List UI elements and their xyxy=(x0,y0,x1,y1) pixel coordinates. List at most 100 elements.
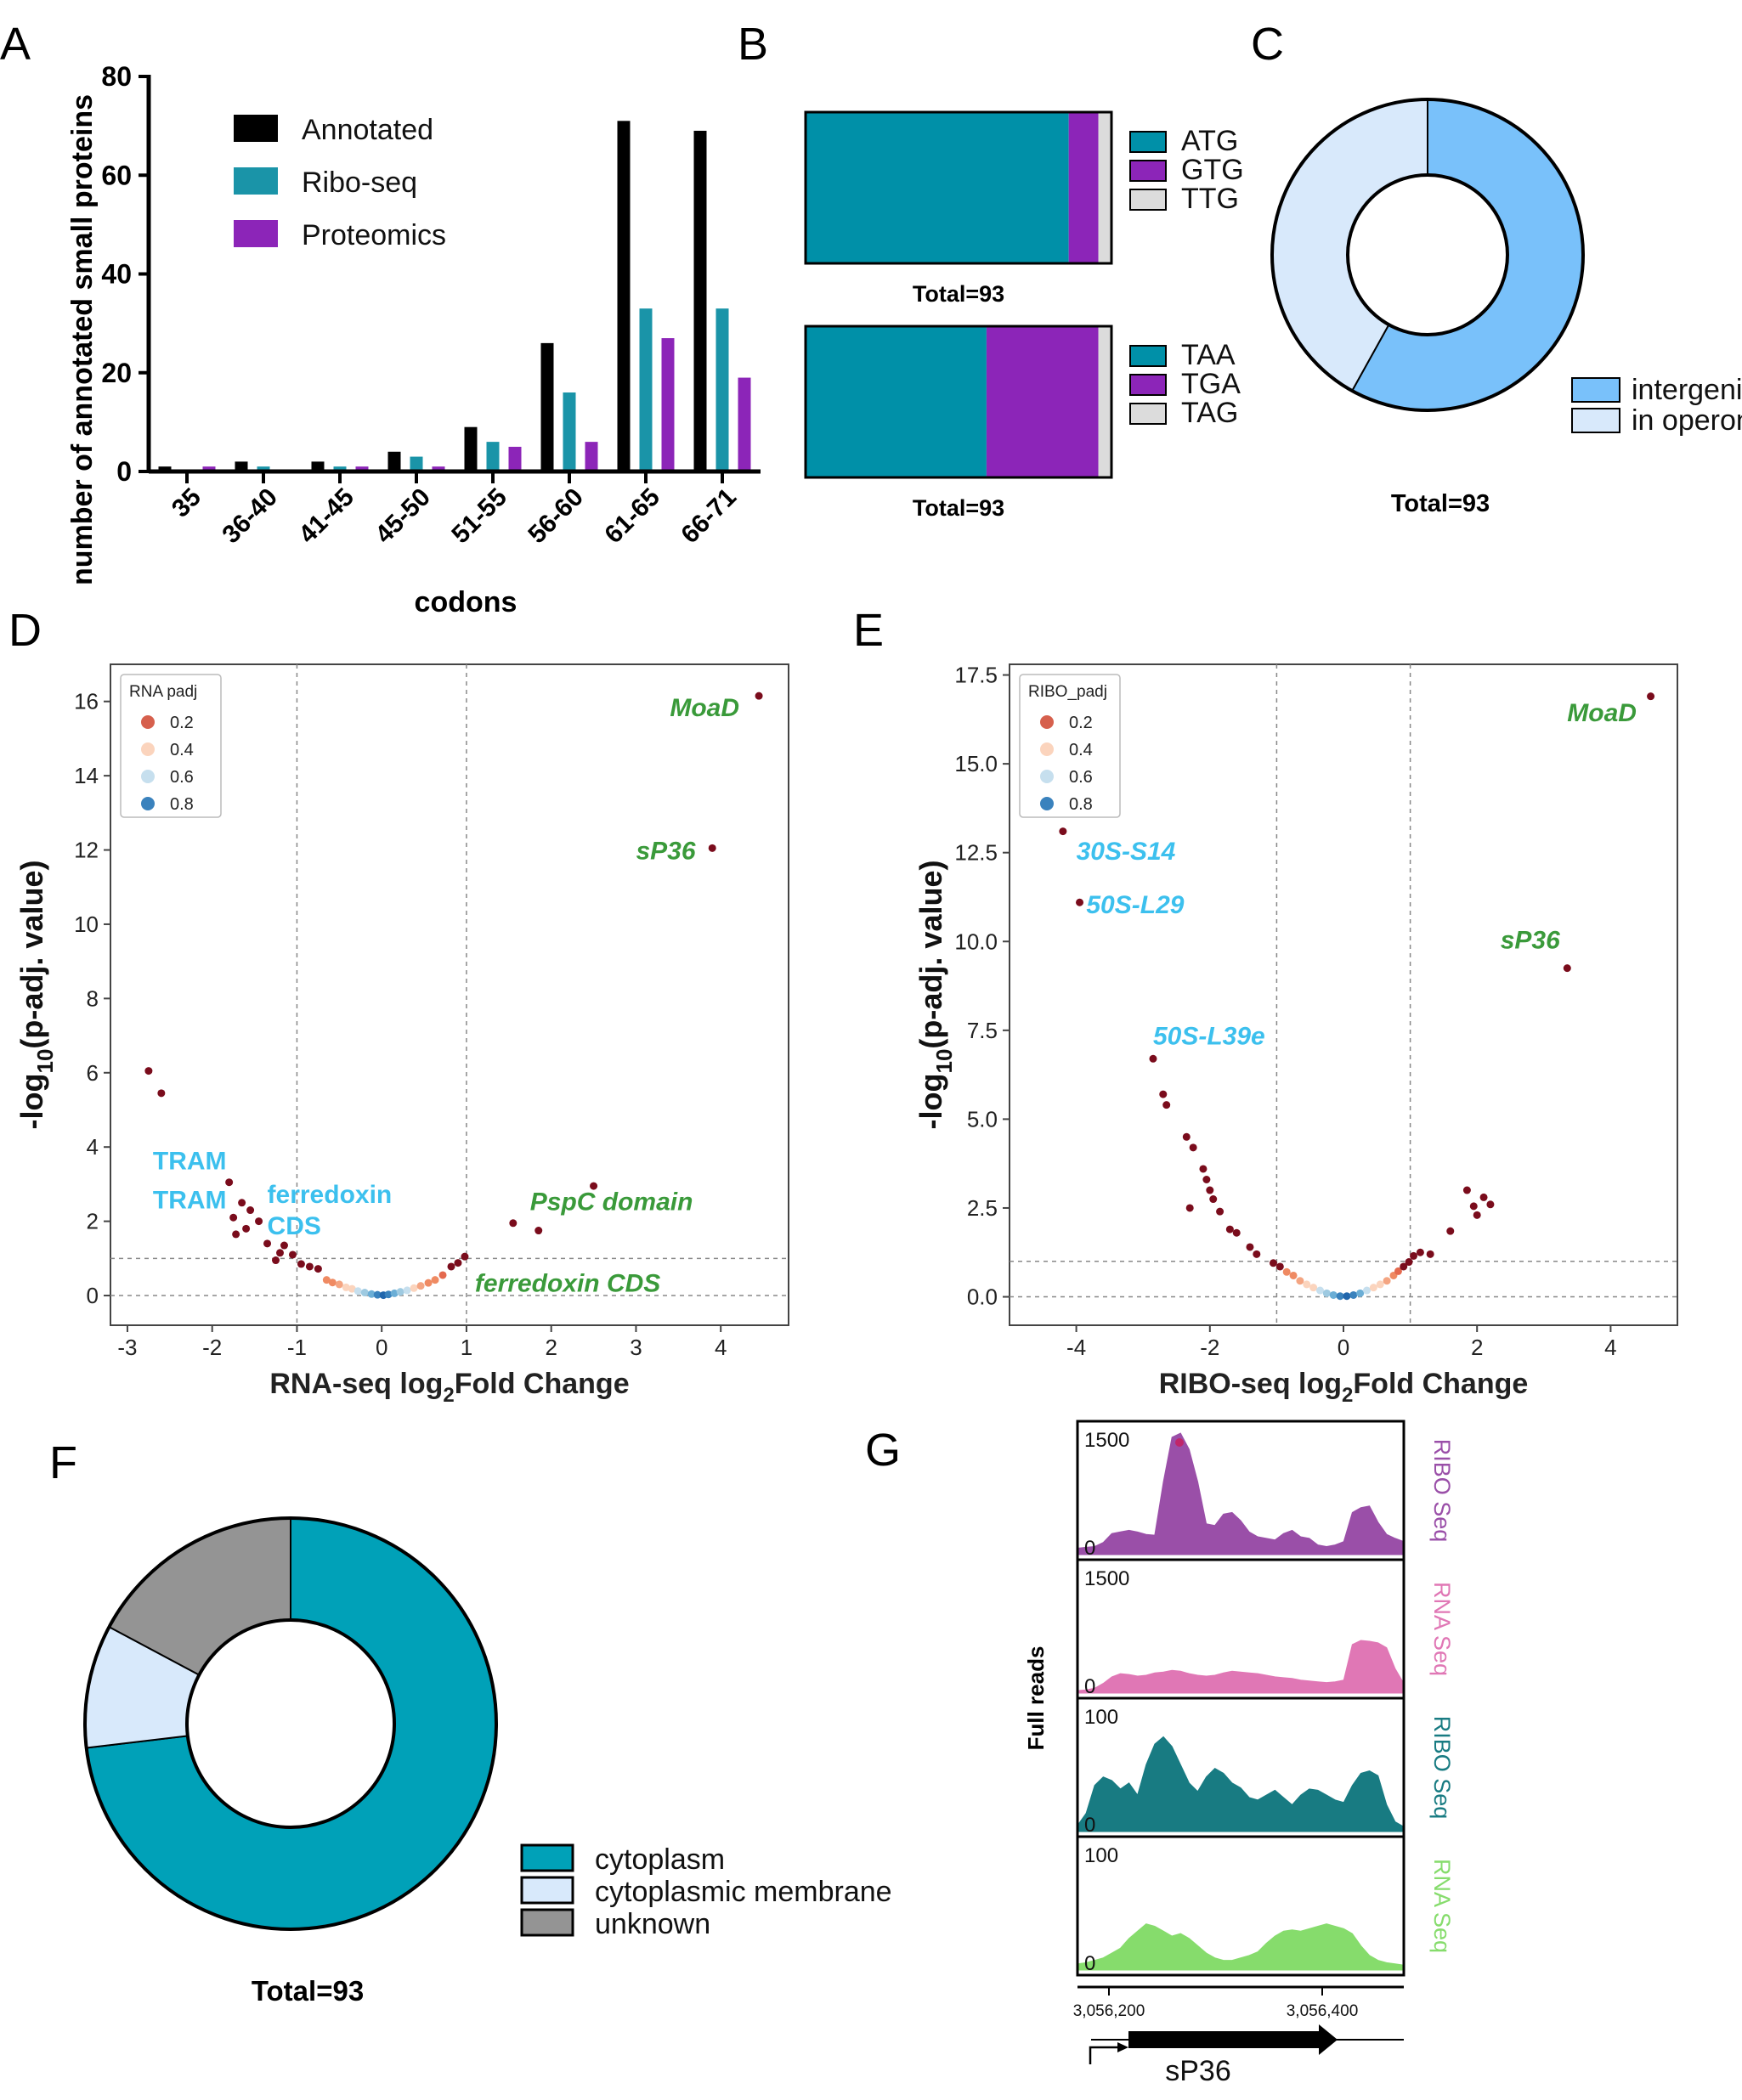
d-point-ns xyxy=(396,1288,404,1296)
d-y-tick-label: 12 xyxy=(74,838,99,863)
a-legend: Annotated Ribo-seq Proteomics xyxy=(234,114,446,251)
e-y-tick-label: 0.0 xyxy=(967,1284,998,1310)
e-point-significant xyxy=(1225,1225,1234,1233)
a-legend-swatch xyxy=(234,220,278,247)
e-x-tick-label: 0 xyxy=(1338,1335,1349,1360)
a-bar-annotated-51-55 xyxy=(464,426,478,471)
e-point-ns xyxy=(1394,1267,1402,1275)
e-y-axis-label-sub: 10 xyxy=(931,1049,957,1074)
e-point-significant xyxy=(1059,827,1067,836)
d-point-significant xyxy=(246,1206,255,1215)
d-legend-marker xyxy=(141,742,155,756)
e-annotation: 50S-L29 xyxy=(1086,891,1184,919)
d-y-tick-label: 6 xyxy=(87,1060,99,1086)
e-x-tick-label: 4 xyxy=(1604,1335,1616,1360)
e-legend-label: 0.6 xyxy=(1069,768,1093,787)
e-point-significant xyxy=(1410,1251,1418,1260)
e-point-ns xyxy=(1376,1280,1384,1289)
e-y-tick-label: 5.0 xyxy=(967,1106,998,1132)
d-point-significant xyxy=(708,844,716,852)
g-genome-tick-label: 3,056,200 xyxy=(1073,2002,1145,2020)
g-track-area xyxy=(1077,1923,1405,1971)
d-point-significant xyxy=(225,1178,234,1187)
d-point-significant xyxy=(755,692,763,700)
e-point-ns xyxy=(1343,1292,1351,1301)
c-legend-swatch xyxy=(1571,377,1620,403)
d-y-axis-label-sub: 10 xyxy=(32,1049,58,1074)
panel-label-a: A xyxy=(0,19,31,70)
d-legend-title: RNA padj xyxy=(129,683,197,701)
b-legend-label: ATG xyxy=(1181,125,1238,157)
a-x-tick-label: 66-71 xyxy=(676,483,742,550)
e-x-axis-label: RIBO-seq log2Fold Change xyxy=(1159,1368,1529,1407)
d-point-ns xyxy=(348,1284,356,1293)
d-point-significant xyxy=(461,1252,469,1261)
b-segment-tag xyxy=(1098,326,1111,477)
d-x-axis-label-sub: 2 xyxy=(443,1384,454,1407)
b-legend-swatch xyxy=(1129,160,1167,182)
a-bar-proteomics-45-50 xyxy=(432,466,445,471)
a-bar-proteomics-41-45 xyxy=(355,466,369,471)
a-x-tick-label: 61-65 xyxy=(599,483,665,550)
e-point-significant xyxy=(1199,1165,1208,1173)
d-y-axis-label-tail: (p-adj. value) xyxy=(14,861,49,1049)
d-point-significant xyxy=(255,1217,263,1226)
d-point-ns xyxy=(342,1283,350,1291)
e-point-ns xyxy=(1356,1289,1365,1297)
b-bar-frame xyxy=(804,110,1113,265)
volcano-plot-e: -4 -2 0 2 4 0.0 2.5 5.0 7.5 10.0 12.5 15.0 17.5 MoaD s… xyxy=(913,663,1678,1407)
b-total-label: Total=93 xyxy=(913,495,1004,521)
g-promoter-arrowhead xyxy=(1117,2042,1128,2052)
panel-label-c: C xyxy=(1251,19,1284,70)
e-point-ns xyxy=(1336,1292,1344,1301)
a-x-tick-label: 36-40 xyxy=(217,483,283,550)
coverage-tracks-g: 1500 0 RIBO Seq 1500 0 RNA Seq 100 0 RIBO Seq 100… xyxy=(1023,1420,1455,2087)
e-point-ns xyxy=(1303,1280,1311,1289)
e-y-tick-label: 17.5 xyxy=(954,663,998,688)
d-x-tick-label: 2 xyxy=(545,1335,557,1360)
g-track-name: RNA Seq xyxy=(1429,1859,1455,1953)
e-legend-title: RIBO_padj xyxy=(1028,683,1107,701)
c-legend-label: intergenic xyxy=(1632,374,1742,406)
e-point-significant xyxy=(1149,1054,1157,1063)
a-legend-label: Ribo-seq xyxy=(302,167,417,199)
d-annotation: CDS xyxy=(268,1212,321,1240)
e-point-ns xyxy=(1329,1290,1338,1299)
d-point-significant xyxy=(314,1265,322,1273)
d-legend-label: 0.6 xyxy=(170,768,194,787)
a-x-tick-label: 51-55 xyxy=(446,483,512,550)
e-annotation: MoaD xyxy=(1567,699,1637,727)
b-segment-gtg xyxy=(1068,112,1099,263)
d-point-ns xyxy=(403,1286,411,1295)
b-legend-swatch xyxy=(1129,189,1167,211)
e-point-ns xyxy=(1383,1277,1391,1285)
a-bar-proteomics-61-65 xyxy=(661,338,675,471)
g-track-ymin: 0 xyxy=(1084,1814,1095,1837)
d-point-significant xyxy=(288,1250,297,1259)
a-bar-ribo-seq-61-65 xyxy=(639,308,653,471)
d-legend-marker xyxy=(141,770,155,783)
e-point-ns xyxy=(1282,1267,1291,1276)
e-legend-marker xyxy=(1040,715,1054,729)
e-point-significant xyxy=(1469,1202,1478,1211)
a-legend-swatch xyxy=(234,115,278,142)
d-point-significant xyxy=(232,1230,240,1239)
d-y-axis-label: -log10(p-adj. value) xyxy=(14,861,58,1130)
d-x-tick-label: 3 xyxy=(630,1335,642,1360)
g-track-ymin: 0 xyxy=(1084,1537,1095,1560)
g-track-name: RIBO Seq xyxy=(1429,1439,1455,1543)
g-track-area xyxy=(1077,1736,1405,1832)
e-y-tick-label: 2.5 xyxy=(967,1195,998,1221)
e-point-ns xyxy=(1369,1284,1377,1292)
a-bar-ribo-seq-51-55 xyxy=(486,442,500,471)
d-point-ns xyxy=(360,1289,369,1297)
d-point-ns xyxy=(328,1279,337,1287)
d-y-tick-label: 4 xyxy=(87,1134,99,1160)
d-annotation: TRAM xyxy=(153,1186,227,1214)
b-segment-taa xyxy=(806,326,987,477)
g-track-area xyxy=(1077,1432,1405,1555)
e-y-axis-label-main: -log xyxy=(913,1073,948,1129)
e-point-significant xyxy=(1246,1243,1254,1251)
b-legend-label: GTG xyxy=(1181,154,1244,186)
